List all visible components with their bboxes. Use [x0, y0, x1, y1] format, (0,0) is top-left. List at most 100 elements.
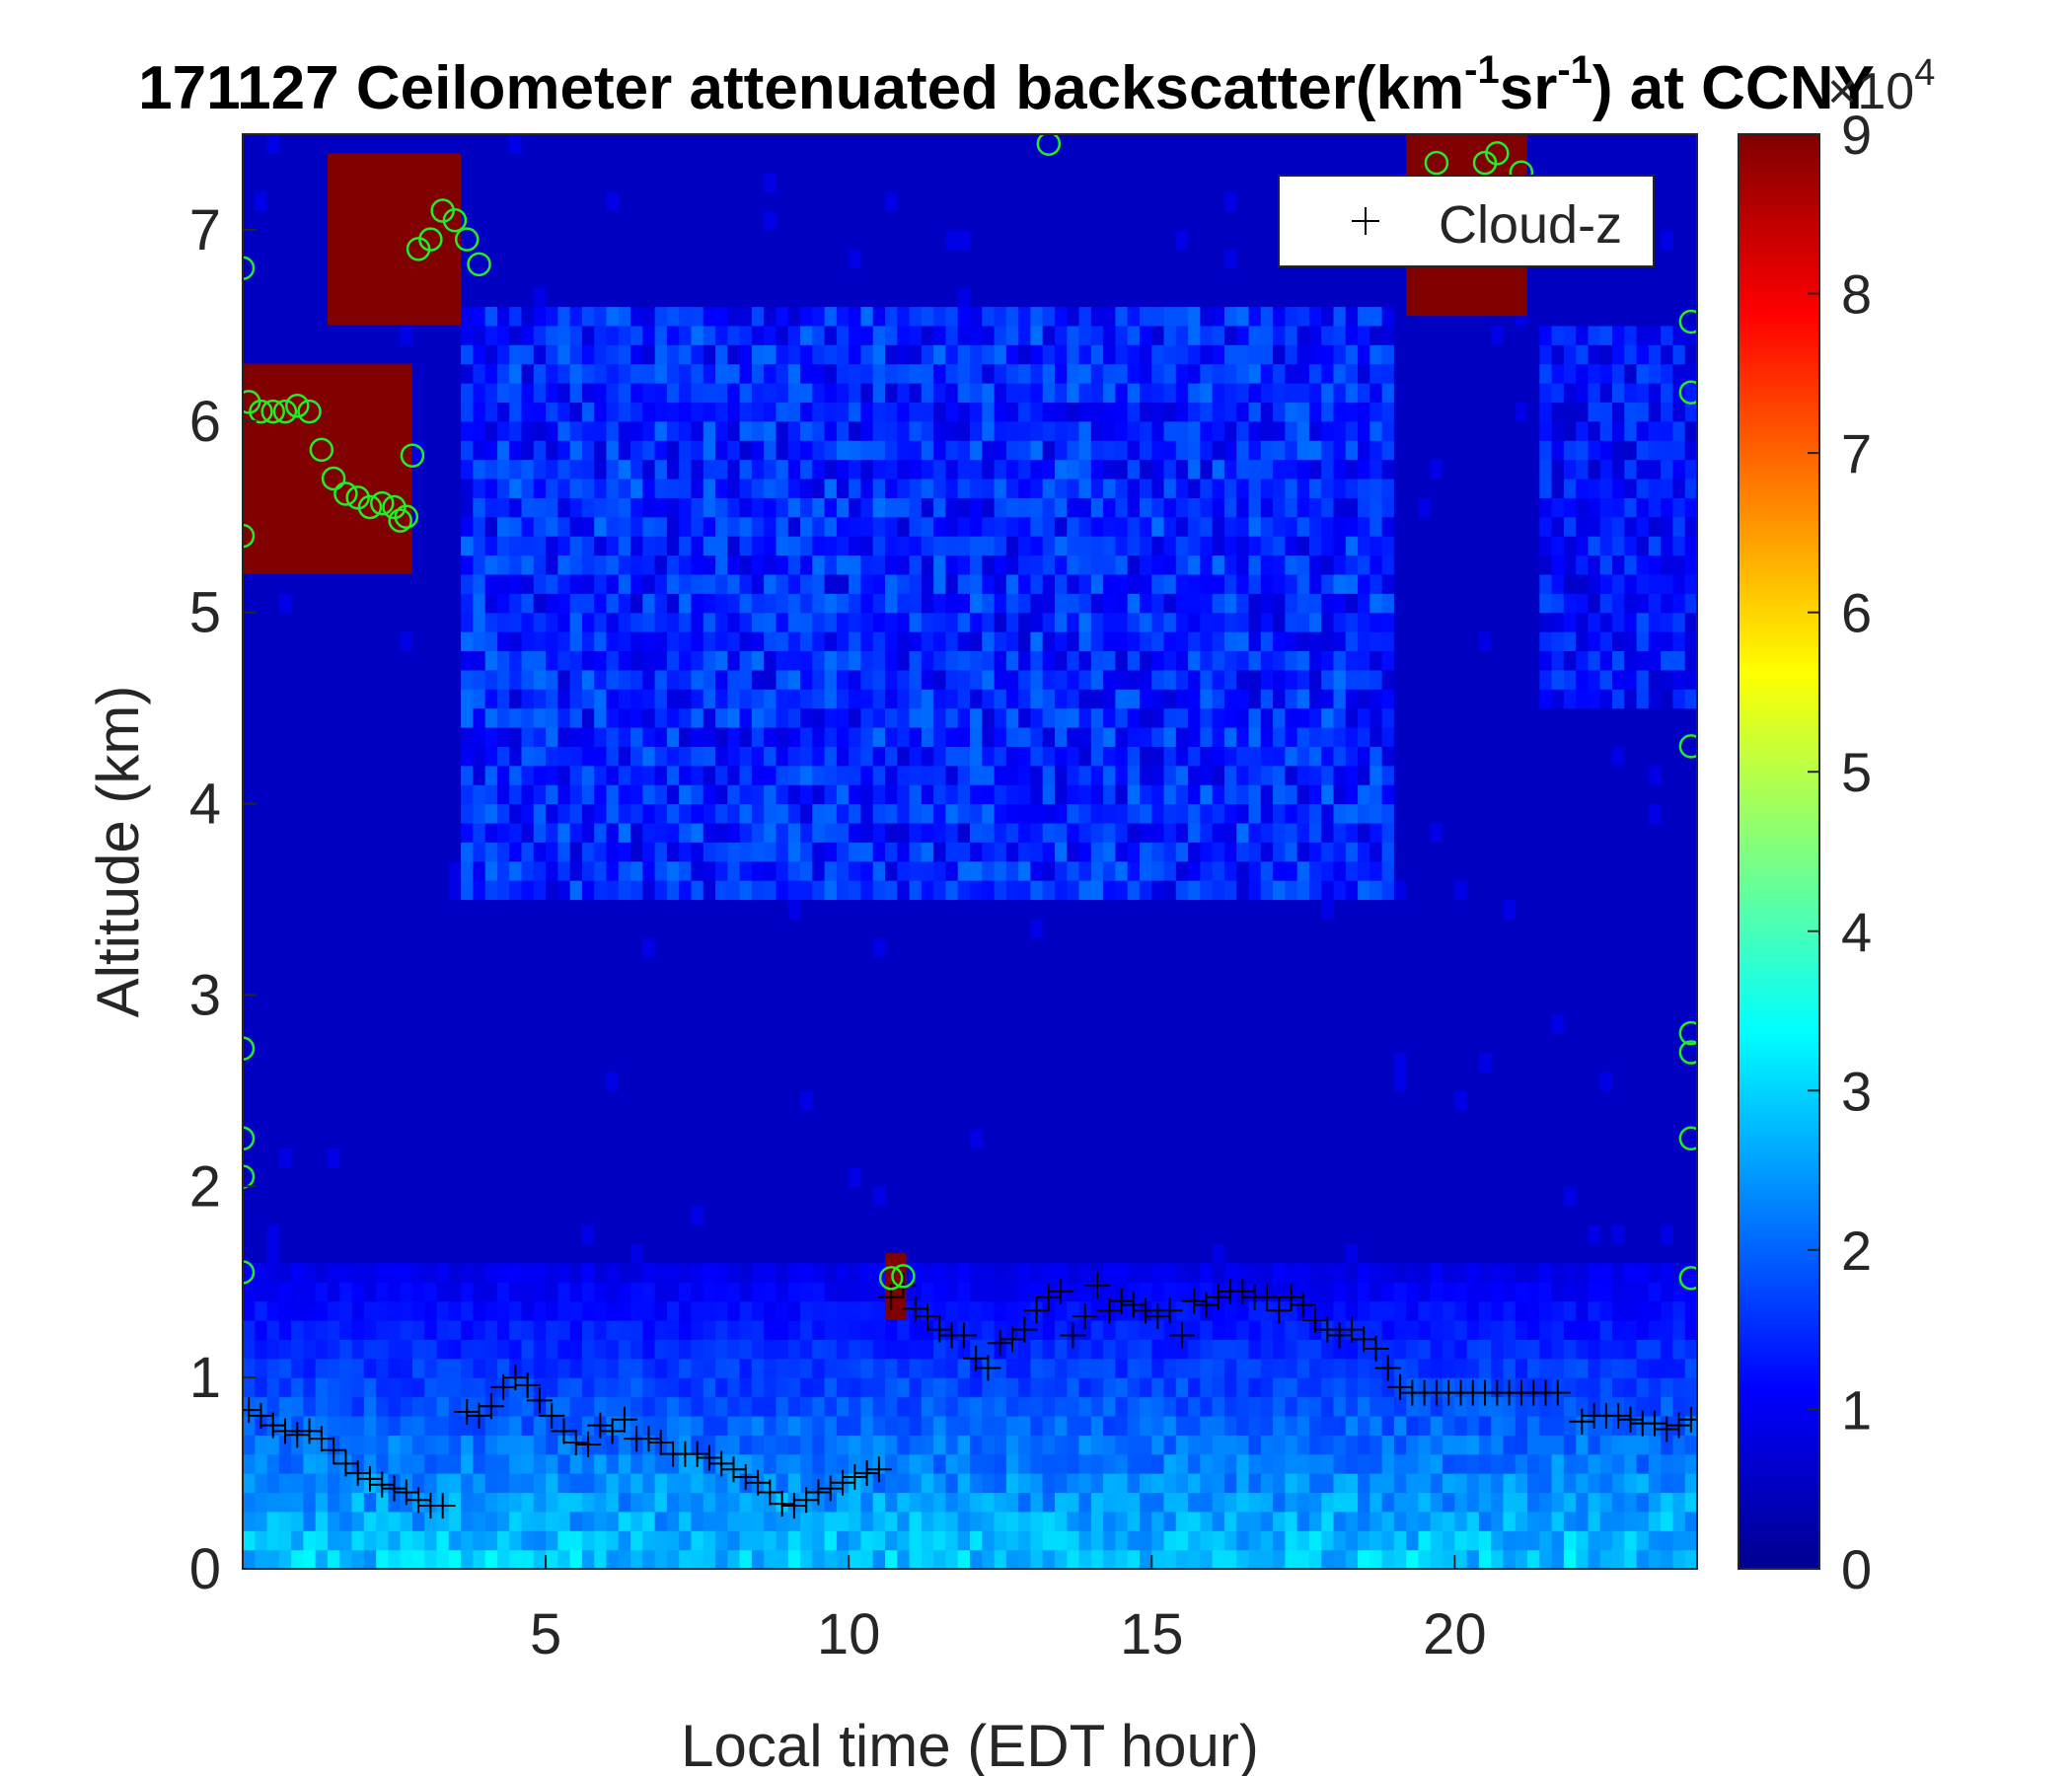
heatmap-cell — [885, 726, 898, 747]
heatmap-cell — [461, 803, 474, 824]
heatmap-cell — [739, 1262, 753, 1283]
heatmap-cell — [800, 1224, 813, 1245]
heatmap-cell — [315, 631, 329, 652]
heatmap-cell — [1018, 478, 1032, 498]
heatmap-cell — [339, 880, 353, 901]
heatmap-cell — [266, 1033, 280, 1054]
heatmap-cell — [727, 860, 741, 881]
heatmap-cell — [691, 1396, 704, 1417]
heatmap-cell — [933, 1052, 947, 1073]
heatmap-cell — [994, 976, 1007, 996]
heatmap-cell — [739, 402, 753, 422]
heatmap-cell — [691, 1147, 704, 1168]
heatmap-cell — [618, 1377, 631, 1398]
heatmap-cell — [303, 1319, 317, 1340]
heatmap-cell — [278, 956, 292, 977]
heatmap-cell — [824, 1319, 838, 1340]
heatmap-cell — [727, 746, 741, 767]
heatmap-cell — [630, 249, 643, 269]
heatmap-cell — [691, 191, 704, 212]
heatmap-cell — [860, 669, 874, 690]
heatmap-cell — [255, 1071, 268, 1091]
heatmap-cell — [496, 1186, 510, 1207]
heatmap-cell — [496, 267, 510, 288]
heatmap-cell — [1005, 918, 1019, 938]
heatmap-cell — [424, 1300, 438, 1321]
heatmap-cell — [509, 497, 523, 518]
heatmap-cell — [836, 746, 850, 767]
heatmap-cell — [787, 1033, 801, 1054]
heatmap-cell — [654, 1473, 668, 1494]
heatmap-cell — [339, 918, 353, 938]
heatmap-cell — [945, 822, 959, 843]
heatmap-cell — [546, 669, 558, 690]
heatmap-cell — [703, 918, 716, 938]
heatmap-cell — [957, 612, 971, 632]
heatmap-cell — [327, 650, 340, 671]
heatmap-cell — [546, 1071, 558, 1091]
heatmap-cell — [897, 325, 911, 345]
heatmap-cell — [630, 1109, 643, 1130]
heatmap-cell — [400, 689, 413, 709]
heatmap-cell — [411, 1243, 425, 1264]
heatmap-cell — [824, 1243, 838, 1264]
heatmap-cell — [703, 1492, 716, 1513]
heatmap-cell — [703, 707, 716, 728]
heatmap-cell — [569, 363, 583, 384]
heatmap-cell — [509, 918, 523, 938]
heatmap-cell — [533, 134, 547, 154]
heatmap-cell — [473, 726, 486, 747]
heatmap-cell — [521, 1052, 535, 1073]
heatmap-cell — [885, 402, 898, 422]
heatmap-cell — [327, 937, 340, 958]
heatmap-cell — [921, 1262, 934, 1283]
heatmap-cell — [461, 1147, 474, 1168]
heatmap-cell — [376, 976, 389, 996]
heatmap-cell — [945, 1435, 959, 1455]
heatmap-cell — [945, 363, 959, 384]
heatmap-cell — [388, 765, 402, 785]
heatmap-cell — [436, 976, 450, 996]
heatmap-cell — [800, 1453, 813, 1474]
heatmap-cell — [303, 267, 317, 288]
heatmap-cell — [243, 1243, 256, 1264]
heatmap-cell — [400, 325, 413, 345]
heatmap-cell — [691, 1530, 704, 1551]
heatmap-cell — [436, 995, 450, 1015]
heatmap-cell — [970, 363, 983, 384]
heatmap-cell — [751, 1109, 765, 1130]
heatmap-cell — [679, 1186, 693, 1207]
heatmap-cell — [400, 860, 413, 881]
heatmap-cell — [739, 249, 753, 269]
heatmap-cell — [327, 1339, 340, 1360]
heatmap-cell — [630, 344, 643, 365]
heatmap-cell — [787, 1071, 801, 1091]
heatmap-cell — [666, 363, 680, 384]
heatmap-cell — [970, 995, 983, 1015]
heatmap-cell — [243, 1282, 256, 1302]
heatmap-cell — [606, 1129, 620, 1149]
heatmap-cell — [776, 1129, 789, 1149]
heatmap-cell — [461, 976, 474, 996]
heatmap-cell — [496, 860, 510, 881]
heatmap-cell — [569, 1319, 583, 1340]
heatmap-cell — [327, 631, 340, 652]
heatmap-cell — [411, 516, 425, 537]
heatmap-cell — [630, 134, 643, 154]
heatmap-cell — [860, 650, 874, 671]
heatmap-cell — [303, 1013, 317, 1034]
heatmap-cell — [630, 1262, 643, 1283]
heatmap-cell — [654, 860, 668, 881]
heatmap-cell — [461, 995, 474, 1015]
heatmap-cell — [243, 1109, 256, 1130]
heatmap-cell — [243, 899, 256, 920]
heatmap-cell — [243, 134, 256, 154]
heatmap-cell — [860, 976, 874, 996]
heatmap-cell — [339, 956, 353, 977]
heatmap-cell — [496, 1453, 510, 1474]
heatmap-cell — [885, 344, 898, 365]
heatmap-cell — [751, 306, 765, 327]
heatmap-cell — [303, 1033, 317, 1054]
heatmap-cell — [303, 1109, 317, 1130]
heatmap-cell — [921, 726, 934, 747]
